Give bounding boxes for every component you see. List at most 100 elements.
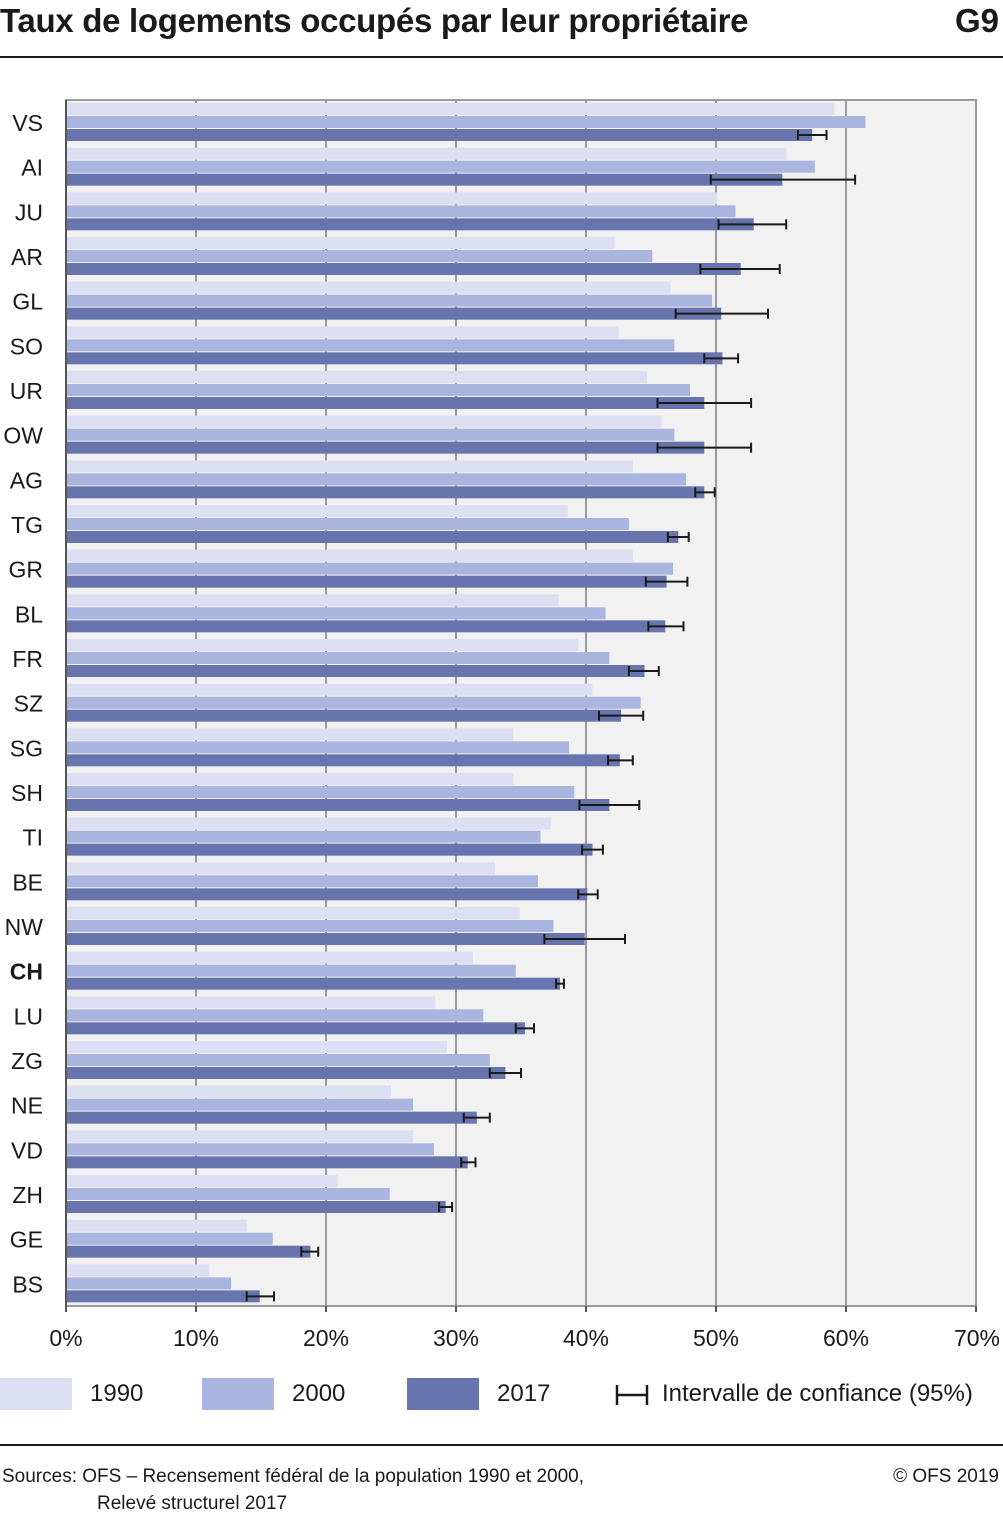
bar-vs-1990 (66, 103, 835, 115)
bar-ch-2000 (66, 964, 516, 977)
bar-so-2000 (66, 339, 675, 352)
category-label-vd: VD (11, 1137, 43, 1163)
bar-sz-1990 (66, 683, 593, 696)
x-tick-label-20: 20% (303, 1325, 349, 1351)
bar-bl-1990 (66, 594, 559, 607)
bar-nw-2000 (66, 920, 554, 932)
category-label-bl: BL (15, 601, 43, 627)
x-tick-label-10: 10% (173, 1325, 219, 1351)
bar-bs-2000 (66, 1277, 232, 1290)
category-label-tg: TG (11, 512, 43, 538)
bar-ch-1990 (66, 951, 473, 964)
legend-swatch-1990 (0, 1378, 72, 1410)
category-label-bs: BS (12, 1271, 43, 1297)
x-tick-label-0: 0% (49, 1325, 82, 1351)
category-label-ge: GE (10, 1227, 43, 1253)
legend-label-ci: Intervalle de confiance (95%) (662, 1380, 973, 1407)
bar-lu-2000 (66, 1009, 484, 1022)
bar-sz-2000 (66, 696, 641, 709)
footer-rule (0, 1444, 1003, 1446)
bar-zg-1990 (66, 1041, 447, 1053)
bar-ju-2000 (66, 205, 736, 218)
category-label-ar: AR (11, 244, 43, 270)
bar-so-2017 (66, 352, 723, 365)
bar-bs-2017 (66, 1290, 260, 1303)
bar-ow-2000 (66, 428, 675, 441)
legend-swatch-2000 (202, 1378, 274, 1410)
bar-ti-1990 (66, 817, 551, 830)
legend-label-1990: 1990 (90, 1380, 144, 1407)
title-rule (0, 56, 1003, 58)
bar-so-1990 (66, 326, 619, 339)
bar-ag-2000 (66, 473, 687, 486)
bar-ti-2017 (66, 843, 593, 856)
category-label-ow: OW (3, 423, 43, 449)
category-label-ai: AI (21, 155, 43, 181)
page-title: Taux de logements occupés par leur propr… (0, 2, 749, 39)
bar-ag-1990 (66, 460, 633, 473)
category-label-vs: VS (12, 110, 43, 136)
bar-zg-2000 (66, 1054, 490, 1066)
bar-sz-2017 (66, 709, 622, 722)
bar-fr-2017 (66, 665, 645, 677)
bar-gl-2000 (66, 294, 713, 307)
category-label-ch: CH (10, 959, 43, 985)
copyright: © OFS 2019 (893, 1466, 999, 1487)
bar-lu-1990 (66, 996, 436, 1009)
source-line-2: Relevé structurel 2017 (97, 1493, 288, 1514)
category-label-ur: UR (10, 378, 43, 404)
bar-vd-2000 (66, 1143, 434, 1156)
bar-sh-2000 (66, 786, 575, 798)
bar-bs-1990 (66, 1264, 209, 1277)
bar-zh-2000 (66, 1188, 390, 1200)
x-tick-label-60: 60% (823, 1325, 869, 1351)
bar-sg-2017 (66, 754, 620, 767)
legend-swatch-2017 (407, 1378, 479, 1410)
bar-ur-2000 (66, 384, 690, 396)
category-label-gr: GR (9, 557, 44, 583)
bar-ai-2000 (66, 160, 815, 173)
bar-ge-1990 (66, 1219, 247, 1232)
bar-tg-1990 (66, 505, 568, 517)
bar-ur-1990 (66, 371, 648, 383)
bar-vd-2017 (66, 1156, 468, 1169)
bar-ju-2017 (66, 218, 754, 231)
bar-ti-2000 (66, 830, 541, 843)
bar-fr-2000 (66, 652, 610, 664)
bar-gr-2000 (66, 562, 674, 575)
category-label-ti: TI (23, 825, 43, 851)
bar-lu-2017 (66, 1022, 525, 1035)
bar-gl-2017 (66, 307, 722, 320)
bar-gr-2017 (66, 575, 667, 588)
x-tick-label-50: 50% (693, 1325, 739, 1351)
bar-be-1990 (66, 862, 495, 875)
bar-bl-2017 (66, 620, 666, 633)
bar-vd-1990 (66, 1130, 414, 1143)
category-label-gl: GL (12, 289, 43, 315)
bar-ar-2000 (66, 250, 653, 262)
bar-ju-1990 (66, 192, 718, 205)
category-label-lu: LU (14, 1003, 43, 1029)
bar-ne-1990 (66, 1085, 391, 1098)
bar-tg-2017 (66, 531, 679, 543)
bar-ne-2017 (66, 1111, 477, 1124)
x-tick-label-30: 30% (433, 1325, 479, 1351)
bar-fr-1990 (66, 639, 579, 651)
category-label-ju: JU (15, 199, 43, 225)
bar-ge-2000 (66, 1232, 273, 1245)
legend-label-2017: 2017 (497, 1380, 551, 1407)
category-label-so: SO (10, 333, 43, 359)
bar-nw-2017 (66, 933, 585, 945)
bar-ow-2017 (66, 441, 705, 454)
ci-legend-icon (615, 1385, 649, 1405)
category-label-fr: FR (12, 646, 43, 672)
bar-ur-2017 (66, 397, 705, 409)
x-tick-label-40: 40% (563, 1325, 609, 1351)
bar-ar-2017 (66, 263, 741, 275)
legend-label-2000: 2000 (292, 1380, 346, 1407)
category-label-zh: ZH (12, 1182, 43, 1208)
bar-ar-1990 (66, 237, 615, 249)
bar-sg-2000 (66, 741, 570, 754)
figure-number: G9 (954, 2, 999, 39)
category-label-zg: ZG (11, 1048, 43, 1074)
